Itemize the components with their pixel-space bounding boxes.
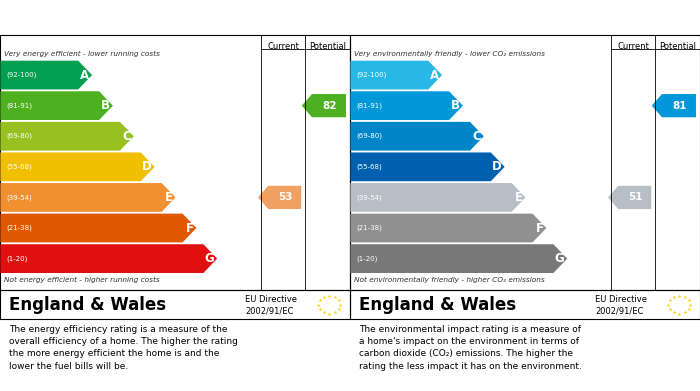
Polygon shape bbox=[351, 61, 442, 90]
Text: Very environmentally friendly - lower CO₂ emissions: Very environmentally friendly - lower CO… bbox=[354, 50, 545, 57]
Polygon shape bbox=[0, 244, 217, 273]
Polygon shape bbox=[0, 122, 134, 151]
Text: 81: 81 bbox=[673, 100, 687, 111]
Text: Environmental Impact (CO₂) Rating: Environmental Impact (CO₂) Rating bbox=[358, 12, 649, 27]
Text: EU Directive: EU Directive bbox=[245, 295, 297, 304]
Text: D: D bbox=[492, 160, 502, 173]
Text: (1-20): (1-20) bbox=[6, 255, 28, 262]
Text: A: A bbox=[80, 68, 89, 82]
Text: (55-68): (55-68) bbox=[6, 163, 32, 170]
Polygon shape bbox=[351, 122, 484, 151]
Text: England & Wales: England & Wales bbox=[8, 296, 166, 314]
Text: The environmental impact rating is a measure of
a home's impact on the environme: The environmental impact rating is a mea… bbox=[358, 325, 582, 371]
Text: Current: Current bbox=[617, 42, 649, 51]
Text: E: E bbox=[514, 191, 523, 204]
Text: Not energy efficient - higher running costs: Not energy efficient - higher running co… bbox=[4, 277, 160, 283]
Text: (39-54): (39-54) bbox=[6, 194, 32, 201]
Text: Potential: Potential bbox=[659, 42, 696, 51]
Text: E: E bbox=[164, 191, 173, 204]
Text: (81-91): (81-91) bbox=[6, 102, 32, 109]
Text: F: F bbox=[186, 222, 193, 235]
Text: (81-91): (81-91) bbox=[356, 102, 382, 109]
Text: A: A bbox=[430, 68, 439, 82]
Text: (39-54): (39-54) bbox=[356, 194, 382, 201]
Polygon shape bbox=[608, 186, 651, 209]
Polygon shape bbox=[652, 94, 696, 117]
Text: 82: 82 bbox=[323, 100, 337, 111]
Text: D: D bbox=[142, 160, 152, 173]
Text: G: G bbox=[554, 252, 564, 265]
Polygon shape bbox=[351, 152, 505, 181]
Text: 53: 53 bbox=[279, 192, 293, 203]
Text: EU Directive: EU Directive bbox=[595, 295, 647, 304]
Text: C: C bbox=[473, 130, 481, 143]
Text: B: B bbox=[451, 99, 460, 112]
Polygon shape bbox=[258, 186, 301, 209]
Text: 2002/91/EC: 2002/91/EC bbox=[245, 306, 293, 315]
Text: (55-68): (55-68) bbox=[356, 163, 382, 170]
Polygon shape bbox=[0, 152, 155, 181]
Polygon shape bbox=[351, 213, 546, 242]
Polygon shape bbox=[351, 244, 567, 273]
Polygon shape bbox=[351, 183, 526, 212]
Polygon shape bbox=[0, 183, 176, 212]
Text: Potential: Potential bbox=[309, 42, 346, 51]
Text: Energy Efficiency Rating: Energy Efficiency Rating bbox=[8, 12, 211, 27]
Text: (92-100): (92-100) bbox=[356, 72, 386, 78]
Text: Very energy efficient - lower running costs: Very energy efficient - lower running co… bbox=[4, 50, 160, 57]
Text: B: B bbox=[101, 99, 110, 112]
Text: Current: Current bbox=[267, 42, 299, 51]
Text: 51: 51 bbox=[629, 192, 643, 203]
Polygon shape bbox=[0, 61, 92, 90]
Text: (69-80): (69-80) bbox=[356, 133, 382, 140]
Text: G: G bbox=[204, 252, 214, 265]
Text: The energy efficiency rating is a measure of the
overall efficiency of a home. T: The energy efficiency rating is a measur… bbox=[8, 325, 237, 371]
Polygon shape bbox=[0, 91, 113, 120]
Polygon shape bbox=[302, 94, 346, 117]
Text: (21-38): (21-38) bbox=[6, 225, 32, 231]
Text: (69-80): (69-80) bbox=[6, 133, 32, 140]
Text: C: C bbox=[122, 130, 131, 143]
Polygon shape bbox=[0, 213, 196, 242]
Text: (1-20): (1-20) bbox=[356, 255, 378, 262]
Text: (21-38): (21-38) bbox=[356, 225, 382, 231]
Text: England & Wales: England & Wales bbox=[358, 296, 516, 314]
Text: (92-100): (92-100) bbox=[6, 72, 36, 78]
Polygon shape bbox=[351, 91, 463, 120]
Text: 2002/91/EC: 2002/91/EC bbox=[595, 306, 643, 315]
Text: F: F bbox=[536, 222, 543, 235]
Text: Not environmentally friendly - higher CO₂ emissions: Not environmentally friendly - higher CO… bbox=[354, 277, 545, 283]
